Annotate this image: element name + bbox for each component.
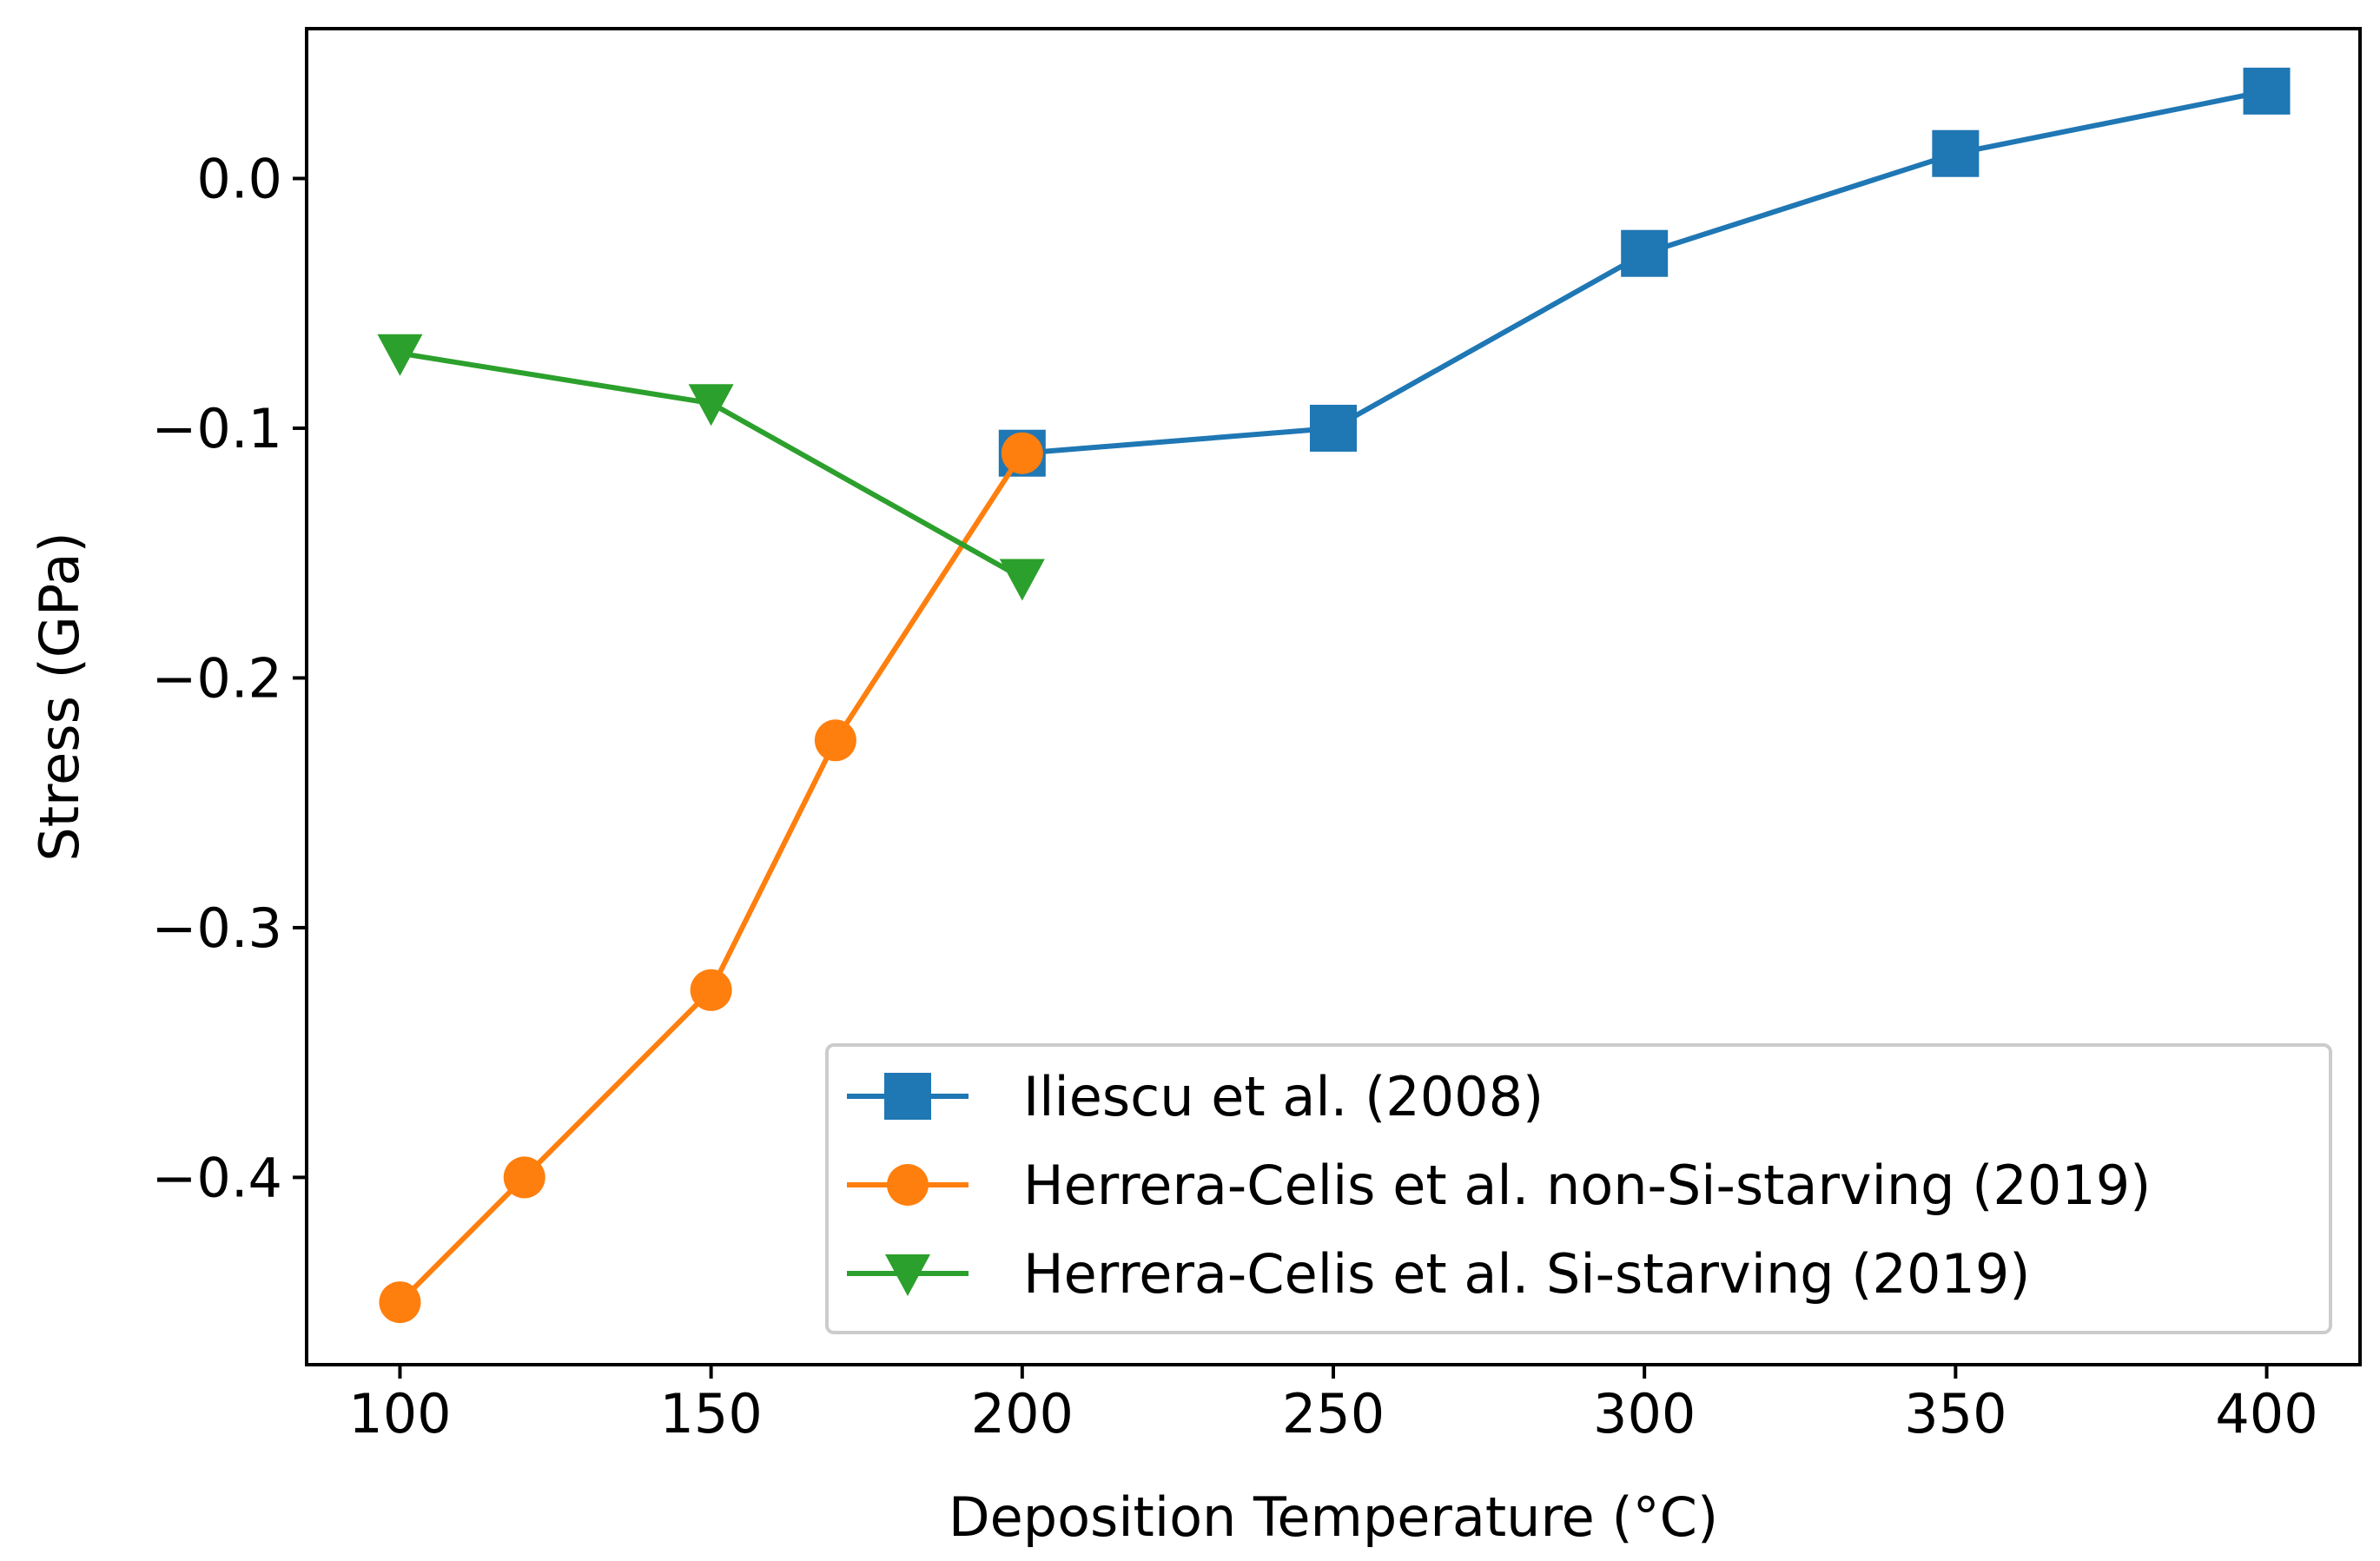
data-point	[377, 334, 423, 376]
x-axis-ticks: 100 150 200 250 300 350 400	[348, 1365, 2318, 1445]
legend-marker	[885, 1254, 930, 1296]
data-point	[379, 1281, 421, 1324]
data-point	[1932, 129, 1980, 177]
x-axis-title: Deposition Temperature (°C)	[949, 1485, 1718, 1549]
series-layer	[377, 67, 2291, 1324]
legend-entry: Herrera-Celis et al. non-Si-starving (20…	[847, 1154, 2151, 1217]
legend-label: Iliescu et al. (2008)	[1023, 1065, 1544, 1128]
data-point	[1621, 229, 1669, 277]
x-tick-label: 400	[2215, 1382, 2317, 1445]
data-point	[1001, 432, 1043, 474]
x-tick-label: 250	[1282, 1382, 1385, 1445]
data-point	[1310, 404, 1357, 452]
legend-label: Herrera-Celis et al. non-Si-starving (20…	[1023, 1154, 2151, 1217]
data-point	[999, 559, 1045, 601]
legend-entry: Herrera-Celis et al. Si-starving (2019)	[847, 1242, 2030, 1306]
y-tick-label: −0.3	[151, 896, 282, 960]
legend-marker	[884, 1073, 931, 1120]
y-axis-ticks: 0.0 −0.1 −0.2 −0.3 −0.4	[151, 147, 307, 1209]
y-axis-title: Stress (GPa)	[28, 532, 91, 861]
legend-entry: Iliescu et al. (2008)	[847, 1065, 1544, 1128]
x-tick-label: 100	[348, 1382, 451, 1445]
data-point	[688, 384, 734, 427]
x-tick-label: 350	[1904, 1382, 2006, 1445]
y-tick-label: −0.4	[151, 1146, 282, 1209]
legend: Iliescu et al. (2008) Herrera-Celis et al…	[825, 1043, 2332, 1334]
legend-box	[825, 1043, 2332, 1334]
series-herrera-celis-et-al-non-si-starving-2019	[379, 432, 1043, 1324]
data-point	[503, 1156, 545, 1199]
y-tick-label: −0.1	[151, 397, 282, 460]
y-tick-label: −0.2	[151, 646, 282, 710]
data-point	[814, 719, 856, 762]
data-point	[690, 969, 732, 1011]
legend-label: Herrera-Celis et al. Si-starving (2019)	[1023, 1242, 2030, 1306]
x-tick-label: 200	[971, 1382, 1074, 1445]
data-point	[2243, 67, 2291, 115]
x-tick-label: 150	[659, 1382, 762, 1445]
legend-marker	[887, 1164, 929, 1206]
x-tick-label: 300	[1593, 1382, 1696, 1445]
series-herrera-celis-et-al-si-starving-2019	[377, 334, 1045, 601]
y-tick-label: 0.0	[196, 147, 282, 210]
